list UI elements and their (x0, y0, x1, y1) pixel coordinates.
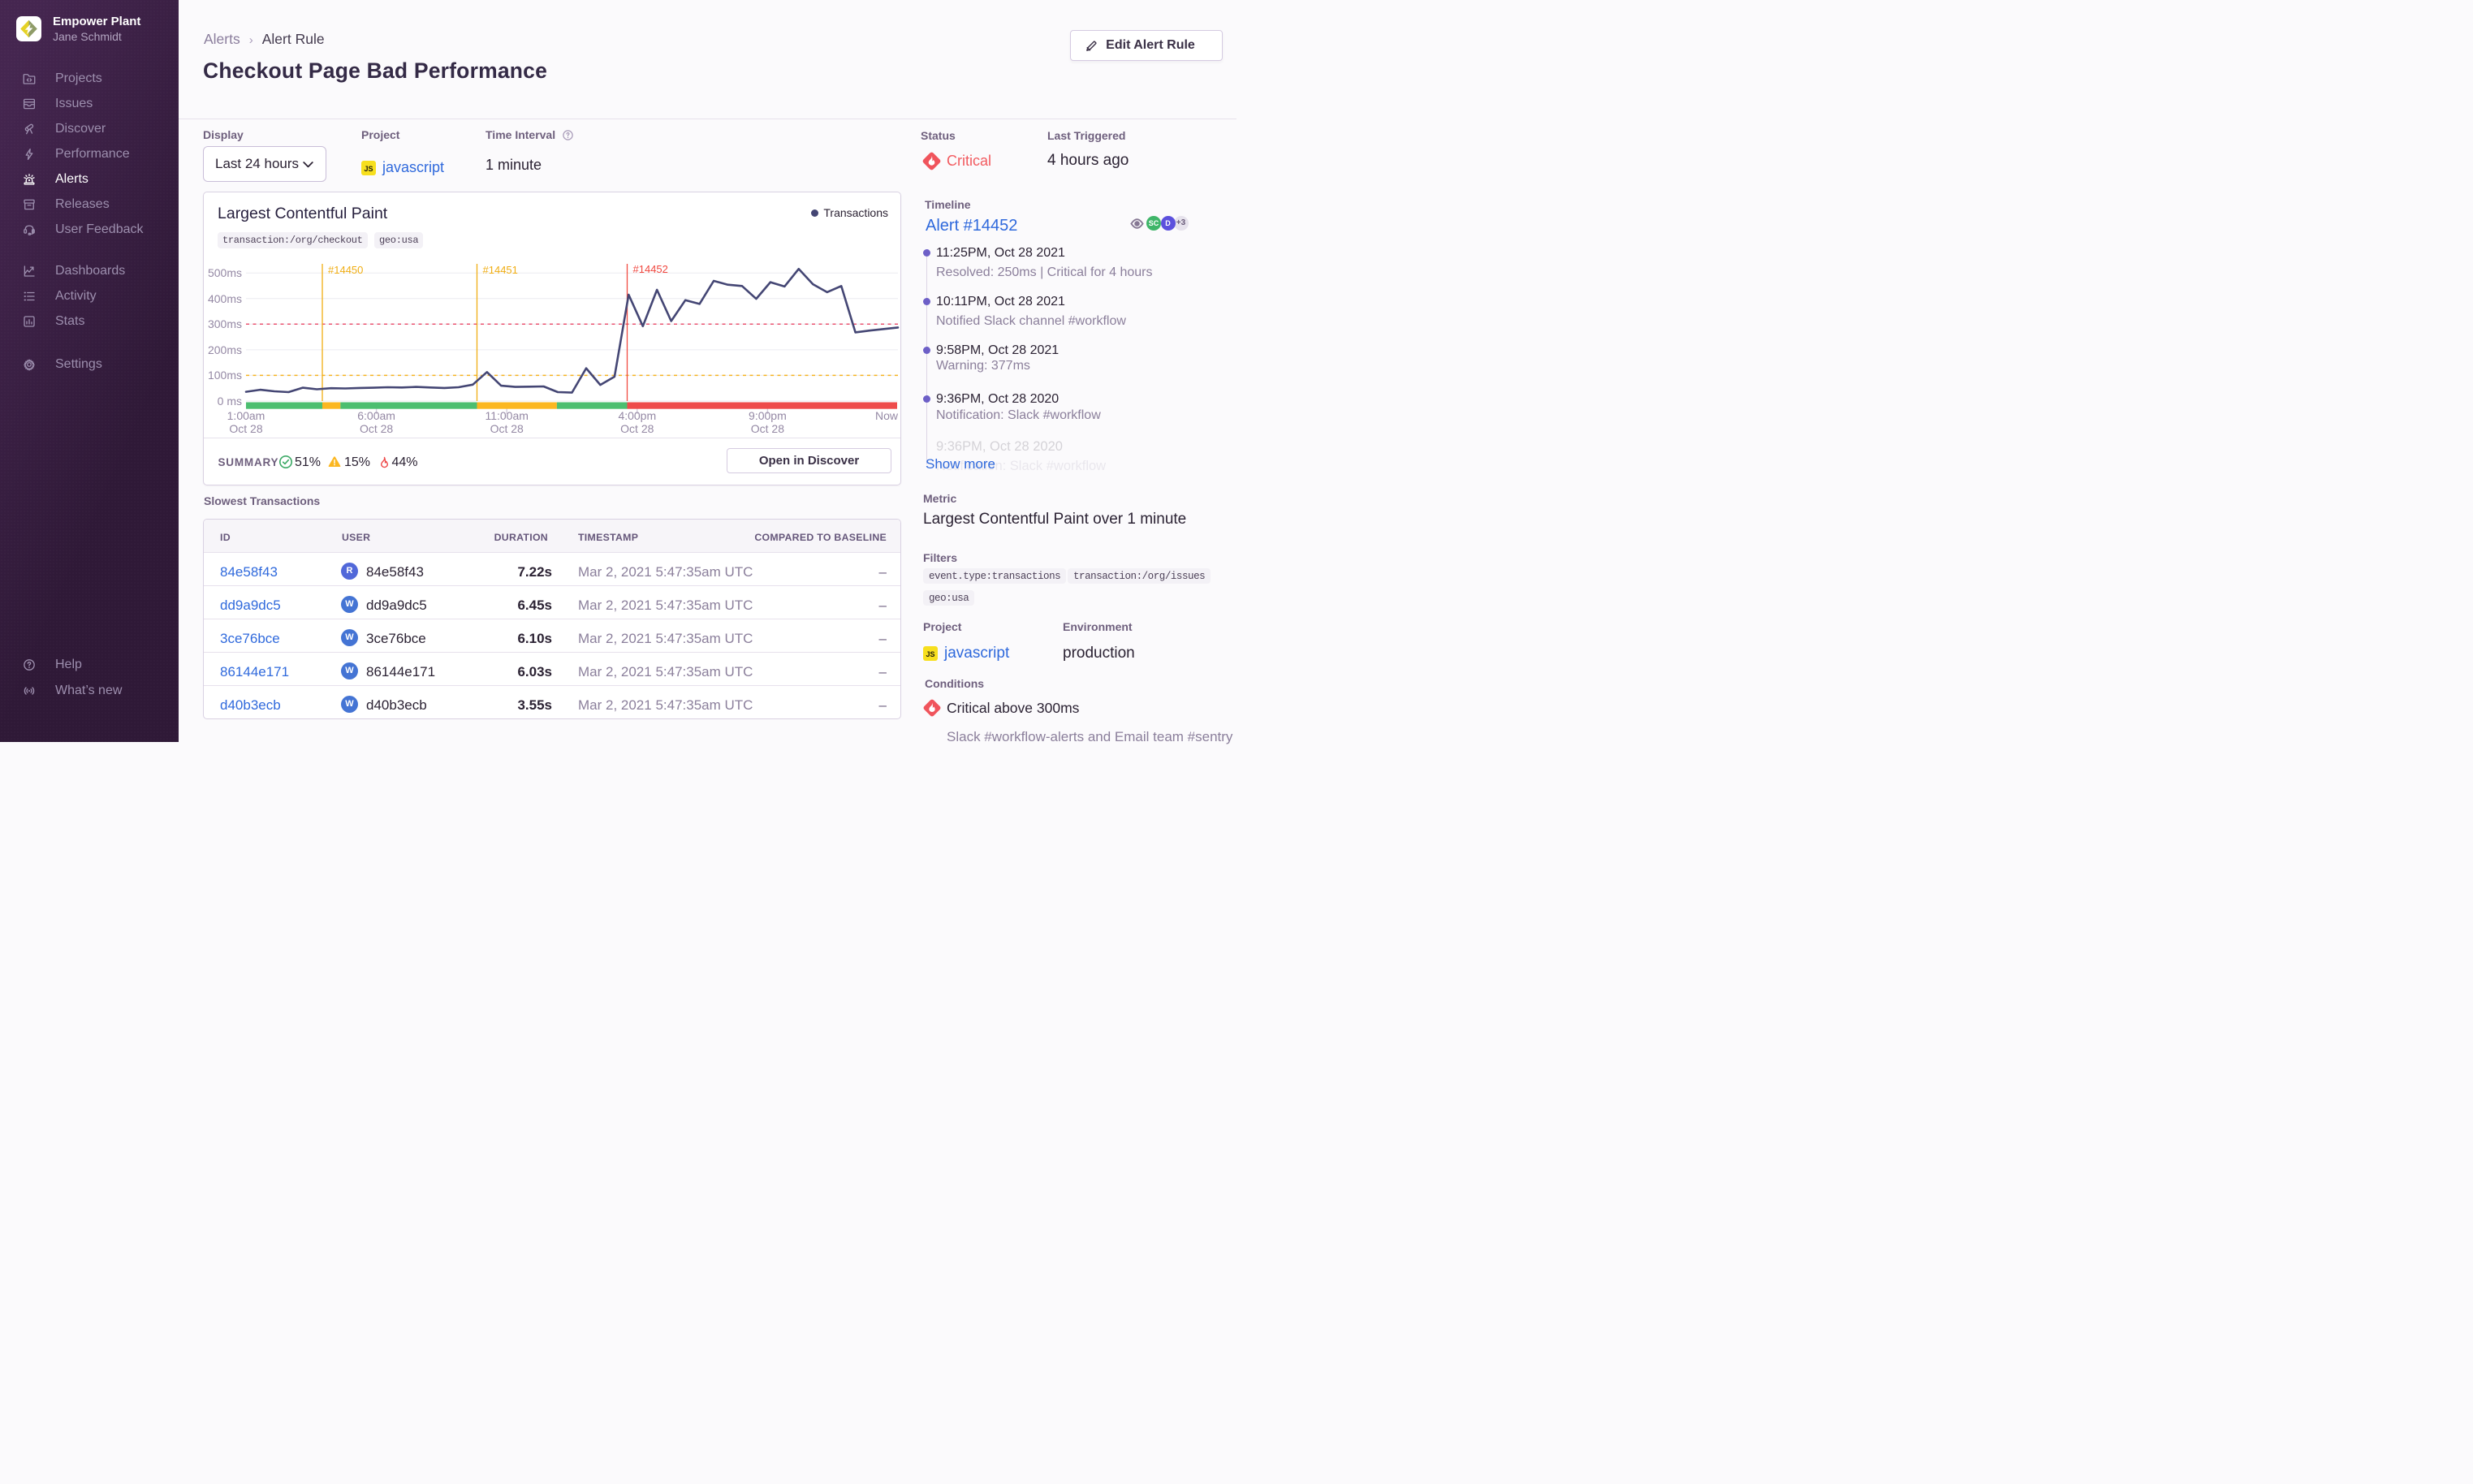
svg-text:#14452: #14452 (633, 263, 668, 275)
svg-text:#14451: #14451 (483, 264, 518, 276)
svg-text:#14450: #14450 (328, 264, 363, 276)
